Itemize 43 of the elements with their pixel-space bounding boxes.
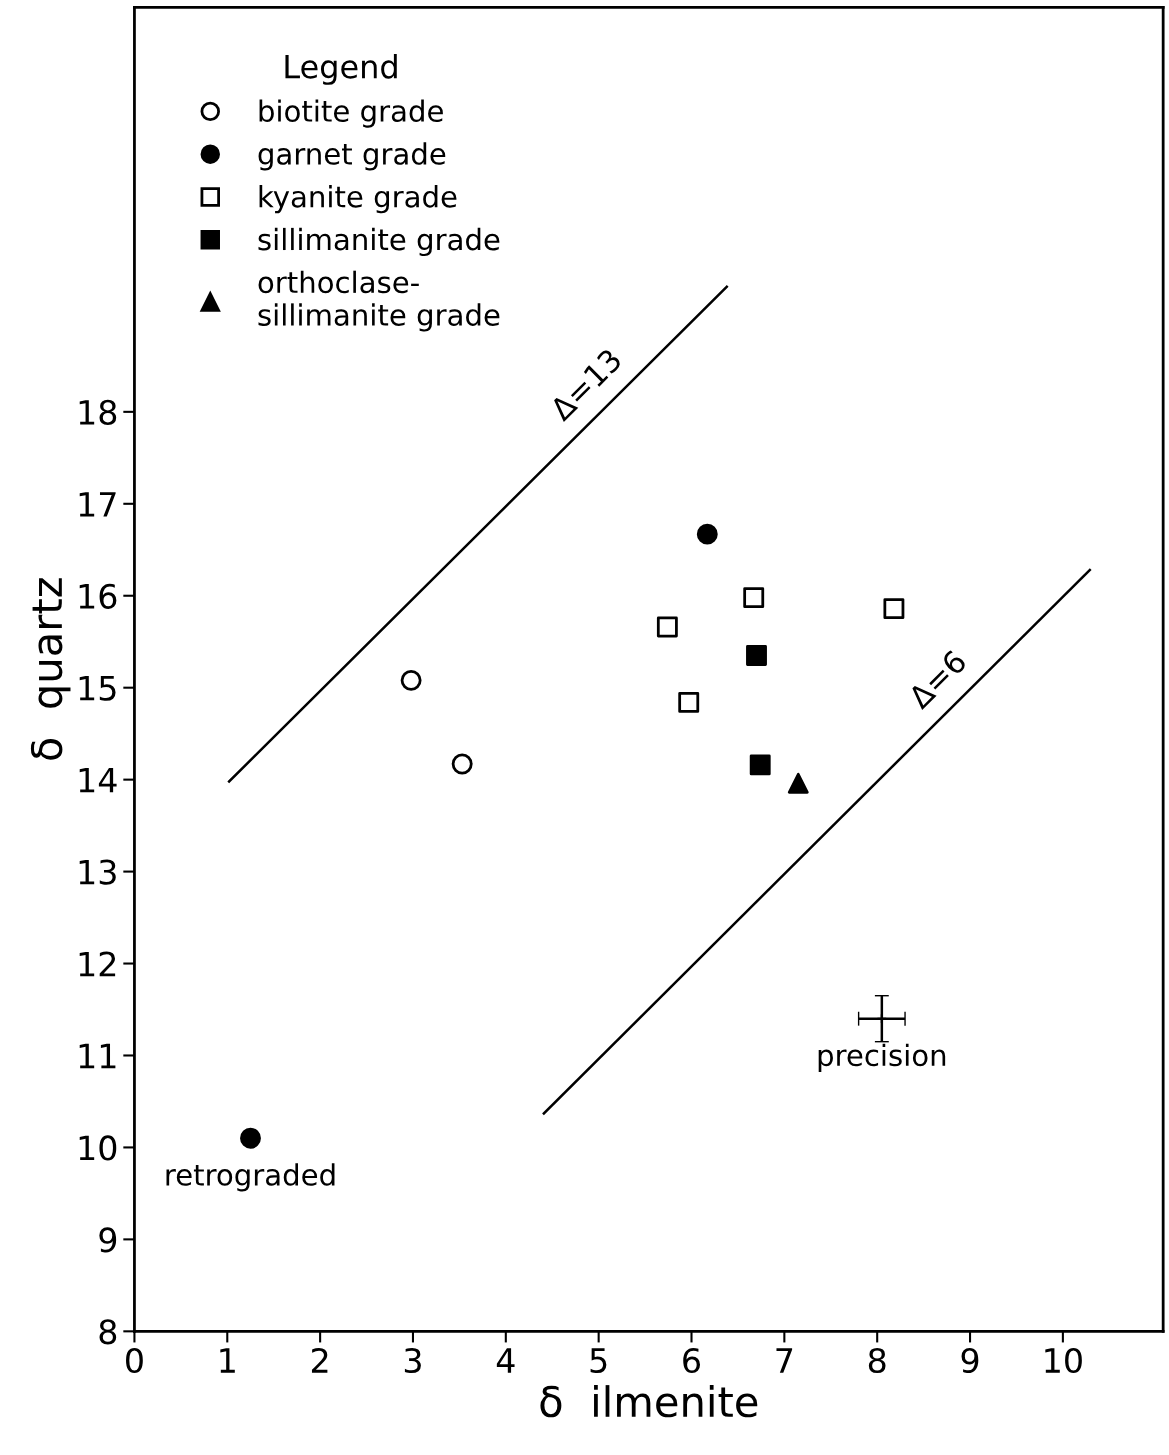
- point: [743, 587, 765, 609]
- point: [749, 754, 771, 776]
- x-tick-label: 9: [961, 1347, 979, 1374]
- y-tick-label: 11: [79, 1043, 116, 1069]
- point: [787, 772, 809, 794]
- y-tick-label: 8: [99, 1319, 117, 1345]
- y-tick-label: 15: [79, 676, 116, 701]
- point: [883, 598, 905, 620]
- point: [400, 669, 422, 691]
- y-tick-label: 18: [79, 399, 117, 425]
- annotation: precision: [818, 1043, 946, 1072]
- y-tick-label: 10: [79, 1135, 117, 1161]
- y-tick-label: 16: [79, 583, 117, 609]
- point: [656, 616, 678, 638]
- annotation: retrograded: [166, 1163, 335, 1192]
- x-tick-label: 7: [776, 1348, 793, 1373]
- y-tick-label: 17: [79, 492, 116, 517]
- x-tick-label: 0: [126, 1347, 143, 1374]
- x-axis-title: δ ilmenite: [540, 1385, 758, 1418]
- legend-label: kyanite grade: [259, 185, 457, 214]
- x-tick-label: 8: [868, 1347, 886, 1374]
- legend-label: orthoclase- sillimanite grade: [258, 270, 500, 332]
- point: [451, 753, 473, 775]
- y-tick-label: 9: [99, 1227, 117, 1253]
- y-tick-label: 13: [79, 859, 116, 885]
- legend-label: sillimanite grade: [258, 227, 500, 257]
- x-tick-label: 1: [220, 1348, 235, 1373]
- x-tick-label: 10: [1045, 1347, 1082, 1374]
- x-tick-label: 4: [496, 1348, 515, 1373]
- y-tick-label: 14: [79, 768, 117, 793]
- point: [240, 1127, 261, 1149]
- legend-title: Legend: [285, 53, 397, 85]
- legend-label: garnet grade: [258, 142, 446, 171]
- legend-label: biotite grade: [259, 99, 443, 128]
- y-tick-label: 12: [79, 951, 116, 977]
- point: [696, 523, 718, 545]
- x-tick-label: 6: [683, 1347, 701, 1374]
- point: [678, 691, 700, 713]
- x-tick-label: 5: [590, 1348, 607, 1374]
- x-tick-label: 3: [404, 1347, 421, 1374]
- y-axis-title: δ quartz: [30, 578, 71, 760]
- point: [746, 645, 767, 666]
- x-tick-label: 2: [311, 1347, 328, 1373]
